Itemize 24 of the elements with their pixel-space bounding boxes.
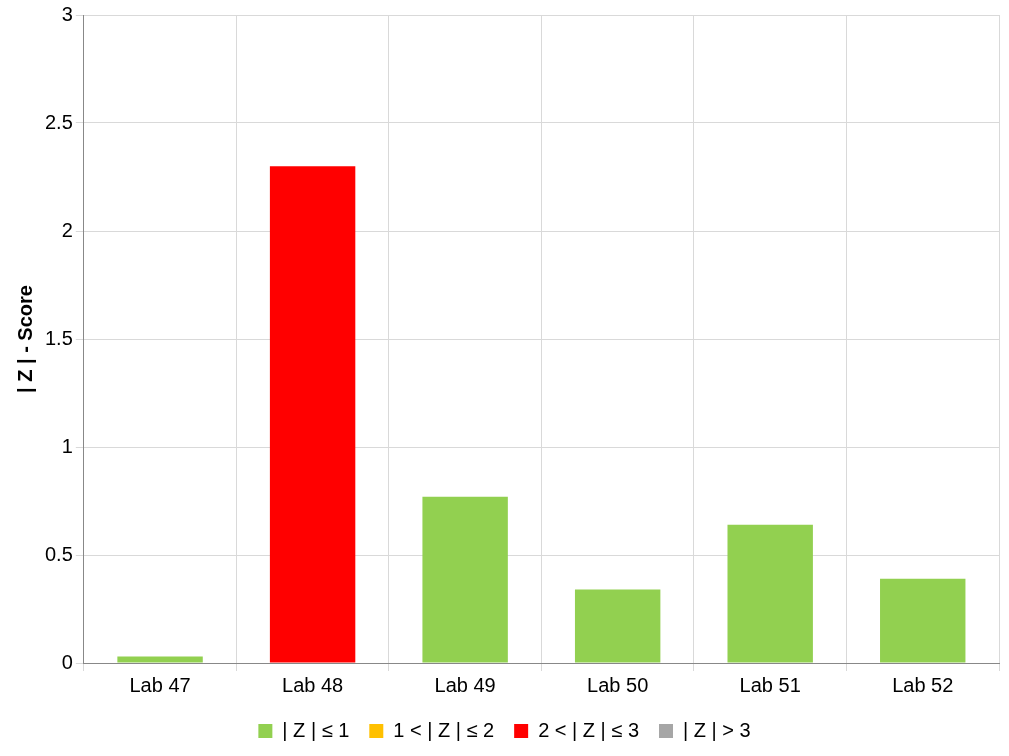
y-tick-label: 3	[61, 2, 73, 25]
x-tick-label: Lab 51	[739, 673, 801, 696]
x-tick-label: Lab 49	[434, 673, 496, 696]
y-tick-label: 0.5	[44, 542, 73, 565]
x-tick-label: Lab 47	[129, 673, 191, 696]
bar	[727, 524, 813, 663]
y-tick-label: 1	[61, 434, 73, 457]
x-tick-label: Lab 48	[282, 673, 344, 696]
bar	[422, 496, 508, 663]
legend-label: 2 < | Z | ≤ 3	[538, 718, 640, 741]
y-tick-label: 0	[61, 650, 73, 673]
y-tick-label: 2	[61, 218, 73, 241]
bar	[574, 589, 661, 663]
bar	[269, 166, 356, 663]
y-tick-label: 1.5	[44, 326, 73, 349]
y-axis-title: | Z | - Score	[13, 285, 36, 393]
legend-label: | Z | > 3	[683, 718, 751, 741]
bar	[117, 656, 203, 663]
legend-label: 1 < | Z | ≤ 2	[393, 718, 495, 741]
bar	[880, 578, 966, 663]
x-tick-label: Lab 50	[587, 673, 649, 696]
x-tick-label: Lab 52	[892, 673, 954, 696]
legend-label: | Z | ≤ 1	[282, 718, 350, 741]
y-tick-label: 2.5	[44, 110, 73, 133]
